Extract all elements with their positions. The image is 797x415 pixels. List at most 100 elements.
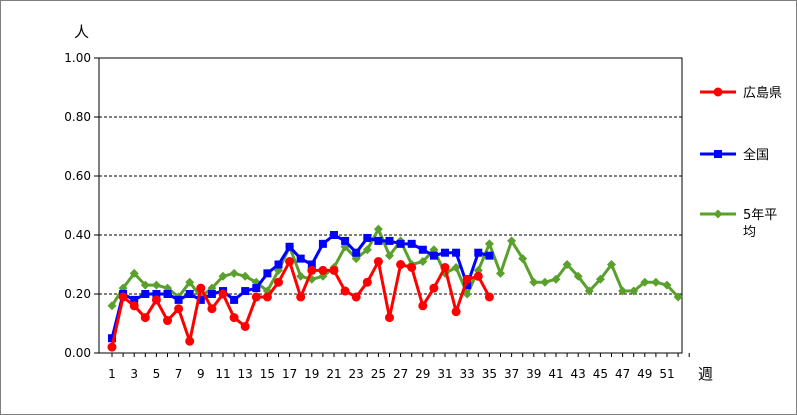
data-point	[418, 257, 428, 267]
data-point	[562, 260, 572, 269]
data-point	[407, 239, 416, 248]
y-tick-label: 0.60	[64, 169, 91, 183]
series-2	[107, 224, 683, 311]
data-point	[418, 301, 428, 311]
data-point	[518, 254, 528, 264]
data-point	[296, 271, 306, 281]
x-tick-label: 13	[238, 367, 253, 381]
data-point	[418, 245, 427, 254]
x-tick-label: 1	[108, 367, 116, 381]
data-point	[673, 292, 683, 302]
data-point	[174, 304, 184, 314]
data-point	[118, 292, 128, 302]
x-tick-label: 5	[153, 367, 161, 381]
x-tick-label: 23	[349, 367, 364, 381]
data-point	[218, 271, 228, 281]
data-point	[651, 277, 661, 287]
data-point	[373, 224, 383, 234]
data-point	[607, 260, 616, 269]
legend-swatch-marker	[713, 209, 723, 219]
data-point	[362, 277, 372, 287]
series-1	[108, 231, 494, 343]
data-point	[163, 316, 172, 326]
series-0	[107, 257, 494, 352]
data-point	[463, 281, 472, 290]
data-point	[141, 290, 150, 298]
data-point	[573, 271, 583, 281]
series-group	[107, 224, 683, 352]
data-point	[385, 236, 394, 245]
data-point	[307, 260, 316, 269]
data-point	[241, 287, 250, 296]
y-axis-label: 人	[74, 23, 89, 41]
data-point	[229, 313, 239, 323]
legend-label: 全国	[743, 147, 769, 163]
data-point	[629, 286, 639, 296]
data-point	[274, 260, 283, 269]
data-point	[473, 271, 483, 281]
data-point	[462, 289, 472, 299]
data-point	[307, 265, 317, 275]
legend-label: 広島県	[743, 86, 782, 101]
x-tick-label: 35	[482, 367, 497, 381]
x-tick-label: 3	[130, 367, 138, 381]
data-point	[185, 277, 195, 287]
data-point	[163, 290, 172, 298]
data-point	[185, 336, 195, 346]
x-tick-label: 11	[215, 367, 230, 381]
data-point	[240, 271, 250, 281]
data-point	[507, 236, 517, 246]
data-point	[373, 257, 383, 267]
data-point	[196, 283, 206, 293]
data-point	[529, 277, 539, 287]
data-point	[140, 280, 150, 290]
x-tick-label: 49	[637, 367, 652, 381]
y-tick-label: 0.20	[64, 287, 91, 301]
data-point	[385, 313, 394, 323]
series-line	[110, 227, 680, 307]
data-point	[440, 262, 450, 272]
data-point	[396, 260, 406, 269]
data-point	[252, 284, 261, 293]
data-point	[185, 290, 194, 298]
data-point	[362, 245, 372, 255]
data-point	[484, 292, 494, 302]
x-tick-label: 29	[415, 367, 430, 381]
data-point	[251, 292, 261, 302]
data-point	[107, 342, 117, 352]
x-tick-label: 43	[571, 367, 586, 381]
data-point	[451, 307, 461, 317]
legend-swatch-marker	[713, 87, 723, 97]
y-axis-ticks: 0.00 0.20 0.40 0.60 0.80 1.00	[64, 51, 99, 360]
x-tick-label: 17	[282, 367, 297, 381]
data-point	[452, 248, 461, 257]
x-tick-label: 39	[526, 367, 541, 381]
data-point	[151, 280, 161, 290]
x-tick-label: 15	[260, 367, 275, 381]
y-tick-label: 1.00	[64, 51, 91, 65]
data-point	[207, 304, 217, 314]
data-point	[108, 334, 116, 343]
data-point	[407, 262, 417, 272]
x-tick-label: 7	[175, 367, 183, 381]
x-tick-label: 19	[304, 367, 319, 381]
data-point	[352, 248, 361, 257]
data-point	[285, 257, 295, 267]
legend-label: 均	[743, 225, 756, 240]
x-tick-label: 31	[437, 367, 452, 381]
data-point	[140, 313, 150, 323]
x-axis-label: 週	[698, 365, 713, 383]
data-point	[229, 268, 239, 278]
data-point	[474, 248, 483, 257]
data-point	[640, 277, 650, 287]
y-tick-label: 0.00	[64, 346, 91, 360]
data-point	[129, 301, 139, 311]
data-point	[262, 292, 272, 302]
data-point	[595, 274, 605, 284]
data-point	[584, 286, 594, 296]
data-point	[540, 277, 550, 287]
data-point	[351, 292, 361, 302]
